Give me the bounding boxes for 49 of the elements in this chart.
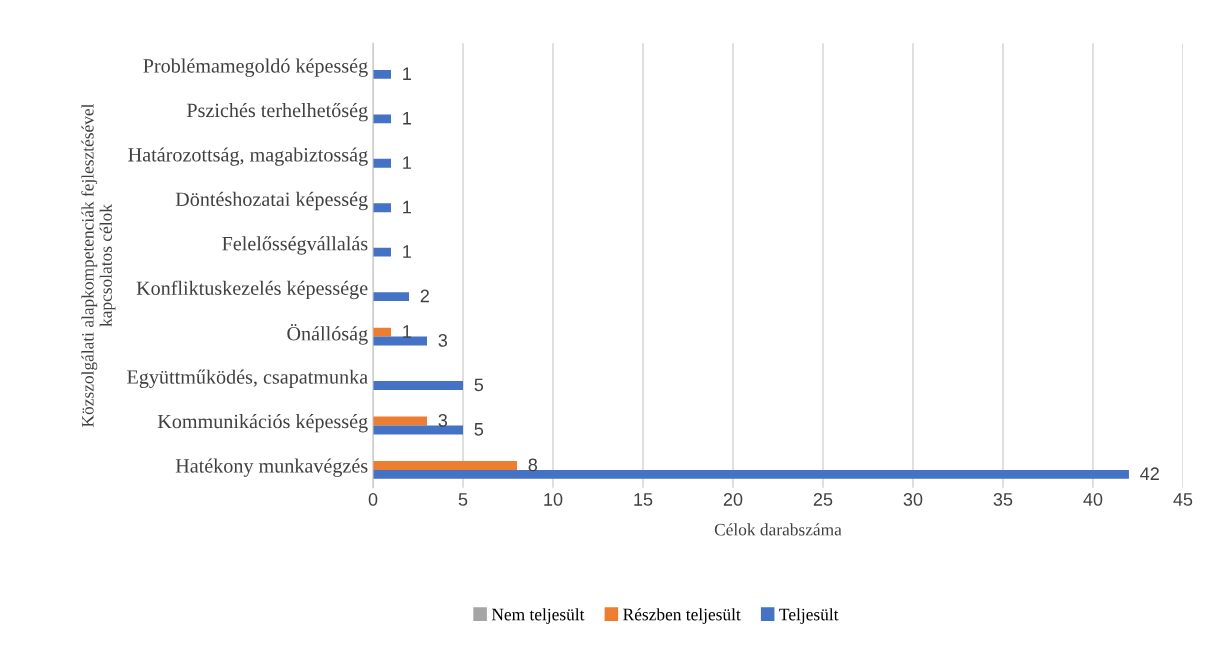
x-tick-label: 15 xyxy=(634,493,653,506)
data-label: 8 xyxy=(528,458,538,472)
x-tick-label: 0 xyxy=(368,493,378,506)
x-axis-title: Célok darabszáma xyxy=(714,523,842,536)
data-label: 3 xyxy=(438,414,448,427)
data-label: 1 xyxy=(403,111,411,125)
legend-label: Nem teljesült xyxy=(491,608,585,624)
y-tick-label: Önállóság xyxy=(287,324,368,345)
bar xyxy=(373,158,392,168)
y-axis-title: Közszolgálati alapkompetenciák fejlesztésével kapcsolatos célok xyxy=(81,103,116,427)
data-label: 42 xyxy=(1140,467,1159,480)
bar xyxy=(373,336,427,346)
bar xyxy=(373,69,392,79)
y-tick-label: Hatékony munkavégzés xyxy=(175,458,368,477)
data-label: 5 xyxy=(474,423,484,436)
bar xyxy=(373,114,392,124)
y-tick-label: Problémamegoldó képesség xyxy=(143,58,368,77)
bar xyxy=(373,292,410,302)
x-tick-label: 45 xyxy=(1173,493,1193,506)
y-tick-label: Határozottság, magabiztosság xyxy=(128,147,368,166)
bar xyxy=(373,247,392,257)
y-tick-label: Kommunikációs képesség xyxy=(157,414,368,433)
bar xyxy=(373,416,427,426)
data-label: 1 xyxy=(403,200,411,214)
legend-label: Részben teljesült xyxy=(623,608,741,624)
bar xyxy=(373,203,392,213)
x-tick-label: 10 xyxy=(544,493,563,506)
y-tick-label: Döntéshozatai képesség xyxy=(175,191,368,211)
data-label: 1 xyxy=(403,67,411,80)
y-tick-label: Együttműködés, csapatmunka xyxy=(127,369,368,388)
data-label: 1 xyxy=(403,245,411,258)
data-label: 1 xyxy=(403,156,411,169)
data-label: 5 xyxy=(474,378,484,392)
bar xyxy=(373,461,517,470)
x-tick-label: 20 xyxy=(723,493,743,506)
bar xyxy=(373,381,463,390)
legend-label: Teljesült xyxy=(779,608,839,624)
x-tick-label: 40 xyxy=(1083,493,1103,506)
bar xyxy=(373,327,392,337)
data-label: 3 xyxy=(438,334,448,347)
x-tick-label: 35 xyxy=(993,493,1013,506)
data-label: 2 xyxy=(420,289,429,303)
x-tick-label: 25 xyxy=(813,493,833,506)
y-tick-label: Felelősségvállalás xyxy=(222,236,368,255)
x-tick-label: 5 xyxy=(458,493,468,506)
data-label: 1 xyxy=(403,325,411,338)
x-tick-label: 30 xyxy=(903,493,923,506)
y-tick-label: Pszichés terhelhetőség xyxy=(186,102,368,122)
y-tick-label: Konfliktuskezelés képessége xyxy=(136,280,368,300)
